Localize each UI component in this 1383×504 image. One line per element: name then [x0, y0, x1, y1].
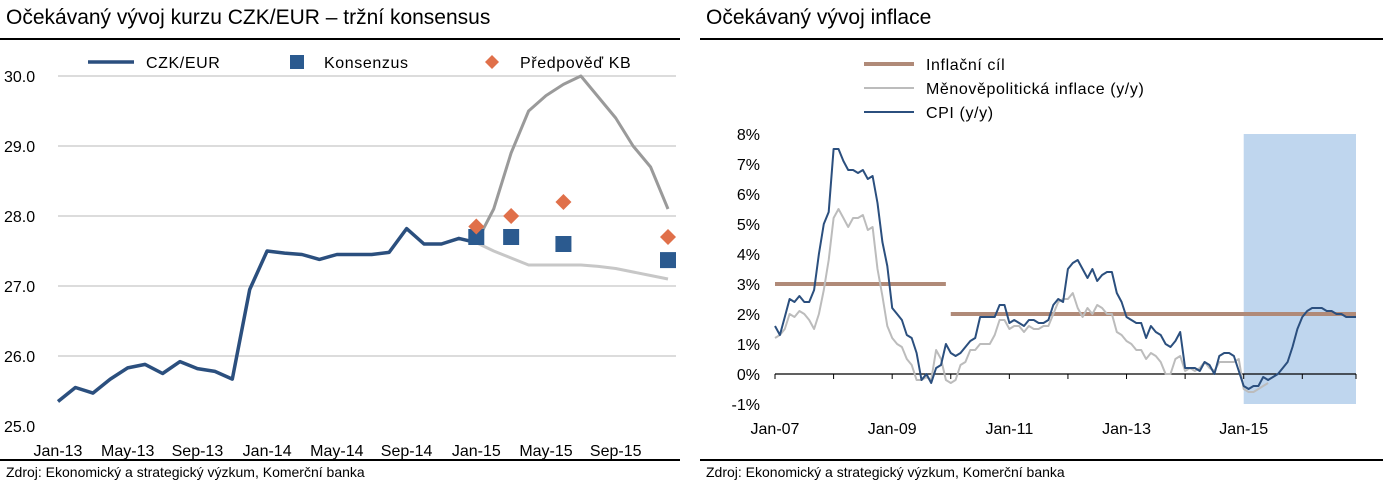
czk-eur-line: [56, 226, 477, 403]
right-chart-panel: Očekávaný vývoj inflace -1% 0% 1% 2% 3% 4% 5% 6…: [700, 0, 1383, 504]
x-tick-label: May-14: [310, 443, 363, 460]
x-tick-label: Jan-13: [1102, 421, 1151, 438]
source-rule: [700, 459, 1383, 461]
konsenzus-marker: [503, 229, 520, 245]
left-chart-panel: Očekávaný vývoj kurzu CZK/EUR – tržní ko…: [0, 0, 680, 504]
chart-title: Očekávaný vývoj inflace: [706, 6, 932, 29]
legend-item-cpi-y-y: CPI (y/y): [864, 105, 994, 122]
legend-swatch: [290, 55, 304, 69]
menovepoliticka-inflace-y-y-line: [774, 208, 1269, 393]
legend-swatch: [485, 55, 499, 69]
x-tick-label: Jan-11: [985, 421, 1033, 438]
y-tick-label: 26.0: [4, 349, 35, 366]
y-tick-label: 28.0: [4, 209, 35, 226]
cpi-y-y-line: [774, 148, 1356, 390]
konsenzus-marker: [660, 252, 676, 269]
predpoved-kb-marker: [660, 229, 676, 245]
x-tick-label: Jan-14: [243, 443, 292, 460]
y-tick-label: 30.0: [4, 69, 35, 86]
y-tick-label: -1%: [732, 397, 760, 414]
x-tick-label: Jan-07: [751, 421, 800, 438]
konsenzus-marker: [555, 236, 572, 252]
legend-label: Konsenzus: [324, 55, 409, 72]
title-rule: [700, 38, 1383, 40]
source-rule: [0, 459, 680, 461]
legend-label: Inflační cíl: [926, 57, 1005, 74]
y-tick-label: 3%: [737, 277, 760, 294]
x-tick-label: Sep-13: [172, 443, 224, 460]
legend-label: CPI (y/y): [926, 105, 994, 122]
legend-item-inflacni-cil: Inflační cíl: [864, 57, 1005, 74]
legend: Inflační cíl Měnověpolitická inflace (y/y…: [864, 57, 1144, 122]
predpoved-kb-marker: [503, 208, 520, 224]
x-axis: [774, 373, 1357, 379]
x-tick-label: May-15: [519, 443, 572, 460]
gridlines: [58, 75, 676, 357]
y-tick-label: 5%: [737, 217, 760, 234]
legend-item-czk-eur: CZK/EUR: [88, 55, 220, 72]
chart-title: Očekávaný vývoj kurzu CZK/EUR – tržní ko…: [6, 6, 491, 29]
legend: CZK/EUR Konsenzus Předpověď KB: [88, 55, 631, 72]
y-tick-label: 7%: [737, 157, 760, 174]
legend-item-konsenzus: Konsenzus: [290, 55, 409, 72]
x-tick-label: Jan-15: [1219, 421, 1268, 438]
y-tick-label: 8%: [737, 127, 760, 144]
x-tick-label: Sep-14: [381, 443, 433, 460]
legend-item-predpoved-kb: Předpověď KB: [485, 55, 631, 72]
y-tick-label: 4%: [737, 247, 760, 264]
y-tick-label: 2%: [737, 307, 760, 324]
legend-label: Měnověpolitická inflace (y/y): [926, 81, 1144, 98]
source-note: Zdroj: Ekonomický a strategický výzkum, …: [6, 464, 365, 480]
y-tick-label: 1%: [737, 337, 760, 354]
x-tick-label: Jan-15: [452, 443, 501, 460]
czk-eur-chart: 25.0 26.0 27.0 28.0 29.0 30.0 Jan-13 May-13 Sep-…: [4, 55, 676, 460]
x-tick-label: Sep-15: [590, 443, 642, 460]
legend-label: CZK/EUR: [146, 55, 220, 72]
legend-label: Předpověď KB: [520, 55, 631, 72]
y-tick-label: 0%: [737, 367, 760, 384]
scenario-line: [475, 241, 669, 281]
y-tick-label: 6%: [737, 187, 760, 204]
forecast-shading: [1243, 134, 1356, 404]
x-tick-label: Jan-13: [34, 443, 83, 460]
x-tick-label: Jan-09: [868, 421, 917, 438]
predpoved-kb-marker: [468, 218, 485, 235]
source-note: Zdroj: Ekonomický a strategický výzkum, …: [706, 464, 1065, 480]
scenario-line: [474, 74, 670, 244]
title-rule: [0, 38, 680, 40]
x-tick-label: May-13: [101, 443, 154, 460]
inflation-chart: -1% 0% 1% 2% 3% 4% 5% 6% 7% 8% Jan-07 Jan-09 Jan-11 J…: [732, 57, 1357, 438]
predpoved-kb-marker: [555, 194, 572, 210]
legend-item-menovepoliticka-inflace-y-y: Měnověpolitická inflace (y/y): [864, 81, 1144, 98]
y-tick-label: 29.0: [4, 139, 35, 156]
konsenzus-marker: [468, 229, 485, 245]
y-tick-label: 27.0: [4, 279, 35, 296]
y-tick-label: 25.0: [4, 419, 35, 436]
